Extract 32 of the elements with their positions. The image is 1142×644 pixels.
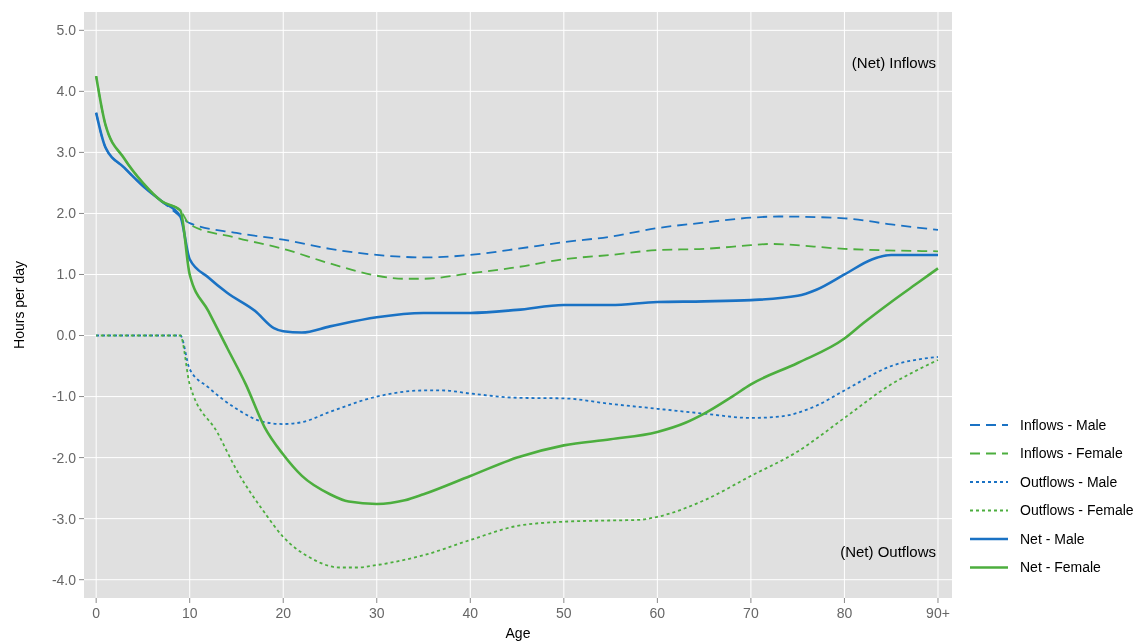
x-axis-title: Age	[505, 625, 531, 641]
y-axis-title: Hours per day	[11, 261, 27, 349]
y-tick-label: 0.0	[56, 327, 77, 344]
y-tick-label: 1.0	[56, 266, 77, 283]
x-tick-label: 40	[462, 605, 479, 621]
x-tick-label: 20	[275, 605, 292, 621]
y-tick-label: -4.0	[51, 571, 77, 588]
legend-label: Outflows - Female	[1020, 502, 1134, 519]
x-tick-label: 80	[836, 605, 853, 621]
x-tick-label: 90+	[926, 605, 950, 621]
x-tick-label: 60	[649, 605, 666, 621]
annotation: (Net) Outflows	[840, 543, 936, 560]
x-tick-label: 10	[181, 605, 198, 621]
y-tick-label: 4.0	[56, 83, 77, 100]
y-tick-label: 2.0	[56, 205, 77, 222]
y-tick-label: -2.0	[51, 449, 77, 466]
legend-label: Inflows - Male	[1020, 416, 1107, 433]
line-series	[95, 334, 939, 425]
x-tick-label: 70	[743, 605, 759, 621]
x-tick-label: 0	[92, 605, 101, 621]
legend-label: Net - Female	[1020, 559, 1102, 576]
y-tick-label: 5.0	[56, 22, 77, 39]
legend-label: Outflows - Male	[1020, 473, 1118, 490]
y-tick-label: 3.0	[56, 144, 77, 161]
y-tick-label: -1.0	[51, 388, 77, 405]
x-tick-label: 50	[556, 605, 572, 621]
legend-label: Inflows - Female	[1020, 445, 1123, 462]
y-tick-label: -3.0	[51, 510, 77, 527]
legend-label: Net - Male	[1020, 530, 1085, 547]
line-series	[95, 334, 939, 569]
annotation: (Net) Inflows	[851, 54, 936, 71]
x-tick-label: 30	[368, 605, 385, 621]
